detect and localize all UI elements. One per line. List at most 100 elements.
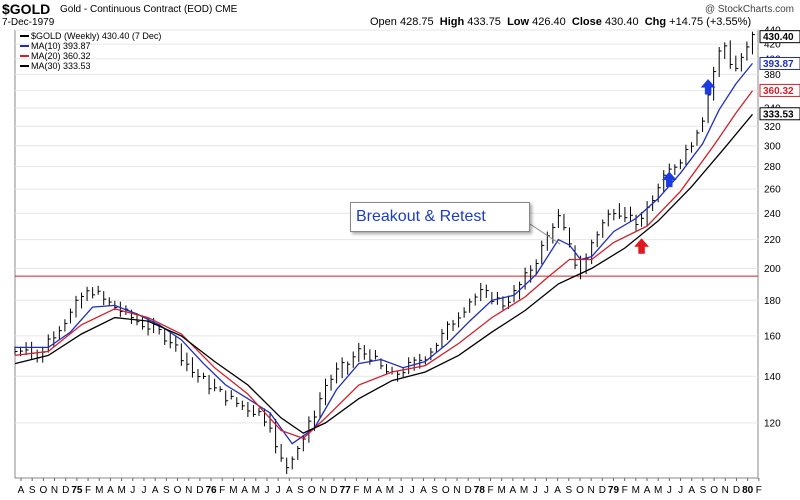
- x-tick-label: J: [544, 485, 549, 496]
- x-tick-label: J: [130, 485, 135, 496]
- x-tick-label: A: [420, 485, 427, 496]
- x-tick-label: M: [386, 485, 394, 496]
- x-tick-label: J: [264, 485, 269, 496]
- plot-frame: [14, 29, 759, 479]
- x-tick-label: F: [85, 485, 91, 496]
- x-tick-label: A: [286, 485, 293, 496]
- legend-main-label: $GOLD (Weekly) 430.40 (7 Dec): [31, 31, 162, 41]
- legend-main: $GOLD (Weekly) 430.40 (7 Dec): [20, 31, 161, 41]
- x-tick-label: N: [51, 485, 58, 496]
- x-tick-label: A: [688, 485, 695, 496]
- x-tick-label: A: [375, 485, 382, 496]
- blue-up-arrow: [700, 78, 716, 95]
- x-tick-label: A: [241, 485, 248, 496]
- x-tick-label: F: [756, 485, 762, 496]
- ma10-swatch: [20, 45, 29, 47]
- x-tick-label: A: [107, 485, 114, 496]
- legend-ma20: MA(20) 360.32: [20, 51, 161, 61]
- price-label-box: [759, 30, 800, 44]
- y-tick-label: 280: [764, 162, 781, 173]
- x-tick-label: O: [39, 485, 47, 496]
- open-label: Open: [370, 16, 397, 28]
- high-value: 433.75: [467, 16, 501, 28]
- x-tick-label: 79: [608, 485, 620, 496]
- x-tick-label: A: [644, 485, 651, 496]
- y-tick-label: 140: [764, 372, 781, 383]
- ticker-symbol: $GOLD: [2, 1, 51, 17]
- y-tick-label: 160: [764, 331, 781, 342]
- red-up-arrow: [634, 238, 650, 254]
- x-tick-label: N: [185, 485, 192, 496]
- x-tick-label: J: [399, 485, 404, 496]
- x-tick-label: O: [576, 485, 584, 496]
- y-tick-label: 380: [764, 70, 781, 81]
- x-tick-label: J: [667, 485, 672, 496]
- x-tick-label: A: [18, 485, 25, 496]
- x-tick-label: F: [487, 485, 493, 496]
- x-tick-label: M: [498, 485, 506, 496]
- instrument-name: Gold - Continuous Contract (EOD) CME: [60, 4, 237, 15]
- x-tick-label: 80: [742, 485, 754, 496]
- price-label: 360.32: [763, 86, 794, 97]
- y-tick-label: 200: [764, 264, 781, 275]
- price-swatch: [20, 35, 29, 37]
- x-tick-label: S: [431, 485, 438, 496]
- ma20-line: [14, 90, 754, 440]
- x-tick-label: A: [152, 485, 159, 496]
- y-tick-label: 300: [764, 141, 781, 152]
- x-tick-label: J: [678, 485, 683, 496]
- breakout-retest-callout: Breakout & Retest: [350, 202, 530, 232]
- x-tick-label: M: [229, 485, 237, 496]
- blue-up-arrow: [661, 171, 677, 188]
- x-tick-label: S: [700, 485, 707, 496]
- x-tick-label: D: [733, 485, 740, 496]
- x-tick-label: O: [308, 485, 316, 496]
- x-tick-label: 75: [71, 485, 83, 496]
- x-tick-label: J: [533, 485, 538, 496]
- x-tick-label: F: [219, 485, 225, 496]
- x-tick-label: F: [353, 485, 359, 496]
- low-value: 426.40: [532, 16, 566, 28]
- x-tick-label: M: [117, 485, 125, 496]
- price-label: 430.40: [763, 32, 794, 43]
- close-label: Close: [571, 16, 602, 28]
- ma30-line: [14, 113, 754, 434]
- ma20-swatch: [20, 55, 29, 57]
- x-tick-label: J: [410, 485, 415, 496]
- price-label: 393.87: [763, 59, 794, 70]
- high-label: High: [439, 16, 465, 28]
- x-tick-label: N: [453, 485, 460, 496]
- x-tick-label: D: [330, 485, 337, 496]
- x-tick-label: O: [174, 485, 182, 496]
- y-tick-label: 240: [764, 209, 781, 220]
- x-tick-label: J: [276, 485, 281, 496]
- stockcharts-credit[interactable]: @ StockCharts.com: [704, 4, 794, 15]
- y-tick-label: 180: [764, 296, 781, 307]
- y-tick-label: 420: [764, 40, 781, 51]
- ohlc-readout: Open 428.75 High 433.75 Low 426.40 Close…: [370, 16, 751, 28]
- price-label-box: [759, 56, 800, 70]
- x-tick-label: N: [722, 485, 729, 496]
- x-tick-label: D: [599, 485, 606, 496]
- x-tick-label: D: [62, 485, 69, 496]
- x-tick-label: S: [297, 485, 304, 496]
- x-tick-label: D: [196, 485, 203, 496]
- x-tick-label: A: [510, 485, 517, 496]
- x-tick-label: O: [710, 485, 718, 496]
- callout-pointer: [529, 223, 561, 245]
- chart-date: 7-Dec-1979: [2, 17, 55, 28]
- y-tick-label: 220: [764, 235, 781, 246]
- y-tick-label: 120: [764, 418, 781, 429]
- x-tick-label: M: [363, 485, 371, 496]
- chg-value: +14.75 (+3.55%): [669, 16, 752, 28]
- price-label-box: [759, 107, 800, 121]
- x-tick-label: M: [95, 485, 103, 496]
- legend-ma30: MA(30) 333.53: [20, 61, 161, 71]
- y-tick-label: 260: [764, 185, 781, 196]
- x-tick-label: S: [565, 485, 572, 496]
- x-tick-label: 78: [474, 485, 486, 496]
- price-label: 333.53: [763, 109, 794, 120]
- y-tick-label: 320: [764, 122, 781, 133]
- x-tick-label: M: [252, 485, 260, 496]
